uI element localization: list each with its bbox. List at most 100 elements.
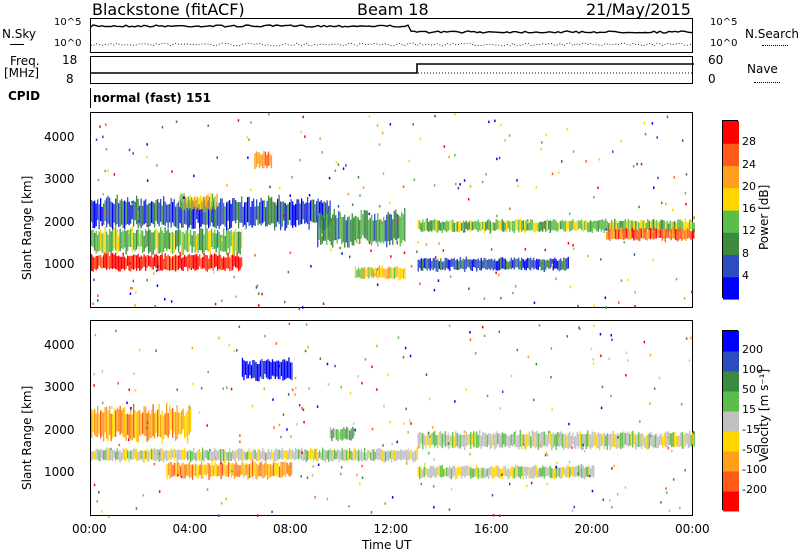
freq-line <box>91 63 694 74</box>
power-colorbar-segment-3 <box>723 210 739 233</box>
nsky-line <box>90 24 694 34</box>
power-scatter <box>92 113 695 311</box>
velocity-colorbar-tick-4: 15 <box>742 403 756 416</box>
freq-left-tick-bottom: 8 <box>66 72 74 86</box>
xtick-0: 00:00 <box>72 522 107 536</box>
velocity-colorbar-segment-1 <box>723 471 739 492</box>
velocity-ytick-0: 1000 <box>44 465 75 480</box>
power-band-1 <box>91 225 243 256</box>
velocity-colorbar-segment-0 <box>723 491 739 512</box>
velocity-band-4 <box>329 426 355 442</box>
nave-label: Nave <box>747 62 778 76</box>
velocity-scatter <box>91 322 695 519</box>
xtick-2: 08:00 <box>273 522 308 536</box>
velocity-band-1 <box>91 402 192 445</box>
nsky-label: N.Sky <box>2 27 37 41</box>
noise-panel <box>90 18 694 53</box>
velocity-colorbar-segment-5 <box>723 391 739 412</box>
freq-right-tick-bottom: 0 <box>708 72 716 86</box>
power-ytick-1: 2000 <box>44 214 75 229</box>
velocity-band-6 <box>417 464 595 480</box>
velocity-colorbar <box>722 330 739 512</box>
velocity-band-5 <box>417 429 695 451</box>
power-colorbar-segment-7 <box>723 121 739 144</box>
power-band-7 <box>417 218 695 234</box>
power-ylabel: Slant Range [km] <box>20 175 34 280</box>
noise-right-tick-bottom: 10^0 <box>710 38 738 49</box>
date-title: 21/May/2015 <box>586 0 691 19</box>
velocity-ylabel: Slant Range [km] <box>20 385 34 490</box>
power-colorbar-tick-6: 28 <box>742 135 756 149</box>
cpid-value: normal (fast) 151 <box>93 91 211 105</box>
power-band-9 <box>417 256 569 273</box>
velocity-band-0 <box>91 447 418 464</box>
nsky-legend-line <box>10 44 24 45</box>
velocity-colorbar-label: Velocity [m s⁻¹] <box>757 368 771 462</box>
xaxis-label: Time UT <box>362 538 412 552</box>
power-ytick-0: 1000 <box>44 257 75 272</box>
nsearch-line <box>90 42 694 47</box>
velocity-ytick-3: 4000 <box>44 337 75 352</box>
freq-left-tick-top: 18 <box>62 53 78 67</box>
power-colorbar-segment-0 <box>723 276 739 300</box>
cpid-panel <box>90 88 693 108</box>
nsearch-legend-line <box>762 45 788 46</box>
velocity-colorbar-segment-7 <box>723 351 739 372</box>
power-colorbar-tick-4: 20 <box>742 179 756 193</box>
power-heatmap <box>91 113 695 311</box>
xtick-3: 12:00 <box>373 522 409 536</box>
velocity-colorbar-tick-6: 100 <box>742 363 763 376</box>
freq-label: Freq. <box>10 54 40 68</box>
freq-unit-label: [MHz] <box>4 66 40 80</box>
radar-title: Blackstone (fitACF) <box>92 0 245 19</box>
power-colorbar-tick-1: 8 <box>742 246 749 260</box>
noise-left-tick-top: 10^5 <box>54 17 82 28</box>
xtick-4: 16:00 <box>474 522 509 536</box>
beam-title: Beam 18 <box>357 0 429 19</box>
power-band-4 <box>254 151 273 170</box>
velocity-colorbar-segment-6 <box>723 371 739 392</box>
velocity-colorbar-tick-0: -200 <box>742 483 767 496</box>
xtick-6: 00:00 <box>675 522 710 536</box>
power-band-8 <box>606 226 695 243</box>
freq-panel <box>90 56 694 84</box>
velocity-ytick-2: 3000 <box>44 380 75 395</box>
velocity-colorbar-tick-5: 50 <box>742 383 756 396</box>
power-band-3 <box>178 192 218 213</box>
power-ytick-3: 4000 <box>44 129 75 144</box>
power-band-6 <box>354 265 406 281</box>
xtick-5: 20:00 <box>574 522 610 536</box>
velocity-colorbar-tick-1: -100 <box>742 463 767 476</box>
power-colorbar-tick-2: 12 <box>742 224 756 238</box>
velocity-colorbar-tick-3: -15 <box>742 423 760 436</box>
xtick-1: 04:00 <box>172 522 208 536</box>
power-colorbar <box>722 120 739 300</box>
velocity-colorbar-segment-8 <box>723 331 739 352</box>
noise-right-tick-top: 10^5 <box>710 17 738 28</box>
power-colorbar-label: Power [dB] <box>757 184 771 250</box>
power-band-2 <box>91 194 331 231</box>
nave-legend-line <box>754 82 780 83</box>
power-colorbar-segment-5 <box>723 165 739 189</box>
power-panel <box>90 112 695 311</box>
velocity-heatmap <box>91 322 695 519</box>
velocity-band-3 <box>241 357 293 382</box>
power-colorbar-segment-2 <box>723 232 739 256</box>
power-ytick-2: 3000 <box>44 172 75 187</box>
noise-left-tick-bottom: 10^0 <box>54 38 82 49</box>
power-colorbar-segment-6 <box>723 143 739 167</box>
power-colorbar-tick-3: 16 <box>742 202 756 215</box>
velocity-band-2 <box>166 459 293 481</box>
freq-right-tick-top: 60 <box>708 53 724 67</box>
velocity-panel <box>90 320 695 519</box>
velocity-ytick-1: 2000 <box>44 422 75 437</box>
velocity-colorbar-segment-2 <box>723 451 739 472</box>
power-colorbar-tick-5: 24 <box>742 157 756 171</box>
cpid-label: CPID <box>8 89 41 103</box>
velocity-colorbar-tick-2: -50 <box>742 443 760 456</box>
velocity-colorbar-tick-7: 200 <box>742 343 763 356</box>
power-colorbar-segment-1 <box>723 254 739 278</box>
power-colorbar-segment-4 <box>723 187 739 211</box>
nsearch-label: N.Search <box>745 27 800 41</box>
power-colorbar-tick-0: 4 <box>742 268 749 282</box>
